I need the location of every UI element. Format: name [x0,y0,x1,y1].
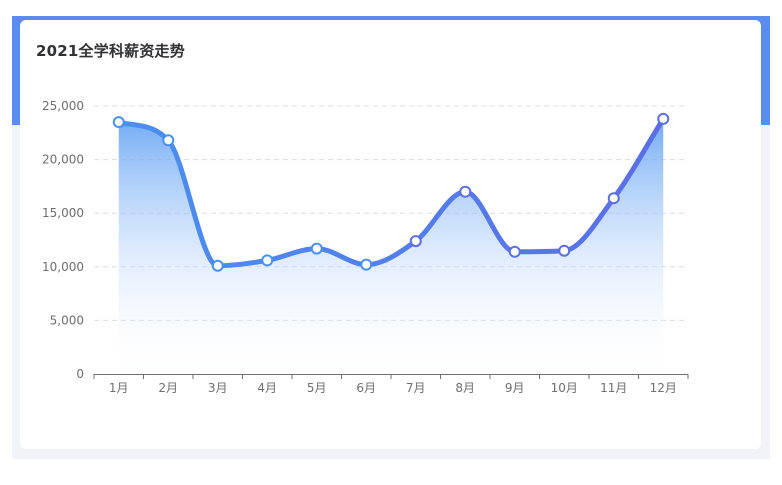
salary-line [116,116,666,269]
data-point-2月[interactable] [162,134,175,147]
x-tick-label: 4月 [257,381,277,395]
data-points [112,112,670,272]
x-tick-label: 5月 [307,381,327,395]
data-point-3月[interactable] [211,259,224,272]
data-point-4月[interactable] [261,254,274,267]
y-tick-label: 20,000 [42,153,84,167]
y-tick-label: 25,000 [42,99,84,113]
x-tick-label: 9月 [505,381,525,395]
x-tick-label: 3月 [208,381,228,395]
data-point-8月[interactable] [459,185,472,198]
data-point-11月[interactable] [607,192,620,205]
x-tick-label: 7月 [406,381,426,395]
data-point-1月[interactable] [112,116,125,129]
data-point-9月[interactable] [508,245,521,258]
data-point-10月[interactable] [558,244,571,257]
y-axis-labels: 0 5,000 10,000 15,000 20,000 25,000 [42,99,84,381]
data-point-5月[interactable] [310,242,323,255]
y-tick-label: 5,000 [50,313,84,327]
data-point-12月[interactable] [657,112,670,125]
salary-area [118,118,664,374]
chart-title: 2021全学科薪资走势 [36,42,185,60]
y-tick-label: 15,000 [42,206,84,220]
x-tick-label: 8月 [455,381,475,395]
data-point-7月[interactable] [409,235,422,248]
x-tick-label: 6月 [356,381,376,395]
x-tick-label: 1月 [109,381,129,395]
x-tick-label: 12月 [650,381,677,395]
y-tick-label: 0 [76,367,84,381]
x-axis-labels: 1月 2月 3月 4月 5月 6月 7月 8月 9月 10月 11月 12月 [109,381,677,395]
x-axis [93,374,689,379]
x-tick-label: 11月 [600,381,627,395]
x-tick-label: 2月 [158,381,178,395]
x-tick-label: 10月 [551,381,578,395]
y-tick-label: 10,000 [42,260,84,274]
data-point-6月[interactable] [360,258,373,271]
